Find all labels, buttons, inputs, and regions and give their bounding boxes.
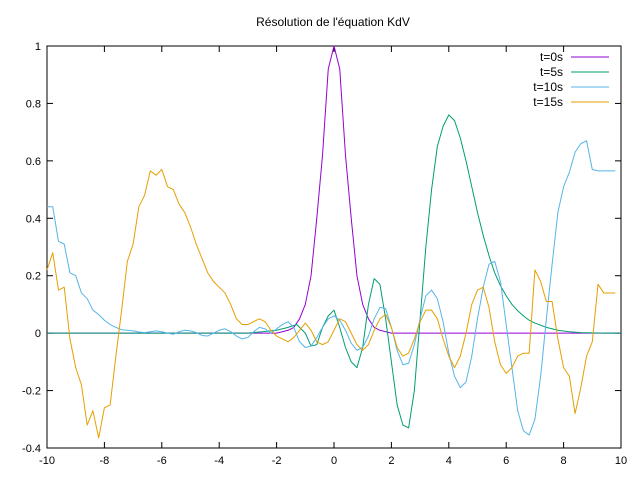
legend-label: t=15s — [533, 95, 563, 109]
x-tick-label: 2 — [388, 455, 394, 467]
series-line-t=10s — [47, 140, 616, 436]
x-tick-label: -6 — [157, 455, 167, 467]
y-tick-label: 0.8 — [26, 98, 41, 110]
x-tick-label: -4 — [214, 455, 224, 467]
x-tick-label: 10 — [615, 455, 627, 467]
legend-label: t=5s — [540, 65, 563, 79]
y-tick-label: 0 — [35, 328, 41, 340]
series-line-t=15s — [46, 168, 616, 439]
legend-label: t=0s — [540, 50, 563, 64]
x-tick-label: 0 — [331, 455, 337, 467]
y-tick-label: 1 — [35, 41, 41, 53]
series-line-t=0s — [47, 45, 621, 334]
y-tick-label: -0.2 — [22, 386, 41, 398]
x-tick-label: 6 — [503, 455, 509, 467]
x-tick-label: -2 — [272, 455, 282, 467]
y-tick-label: 0.4 — [26, 213, 41, 225]
series-layer — [46, 45, 621, 439]
x-tick-label: -8 — [100, 455, 110, 467]
x-tick-label: -10 — [39, 455, 55, 467]
legend-label: t=10s — [533, 80, 563, 94]
series-line-t=5s — [47, 114, 621, 429]
chart-title: Résolution de l'équation KdV — [256, 15, 410, 29]
x-tick-label: 8 — [561, 455, 567, 467]
y-tick-label: -0.4 — [22, 443, 41, 455]
y-tick-label: 0.6 — [26, 156, 41, 168]
x-tick-label: 4 — [446, 455, 452, 467]
y-tick-label: 0.2 — [26, 271, 41, 283]
